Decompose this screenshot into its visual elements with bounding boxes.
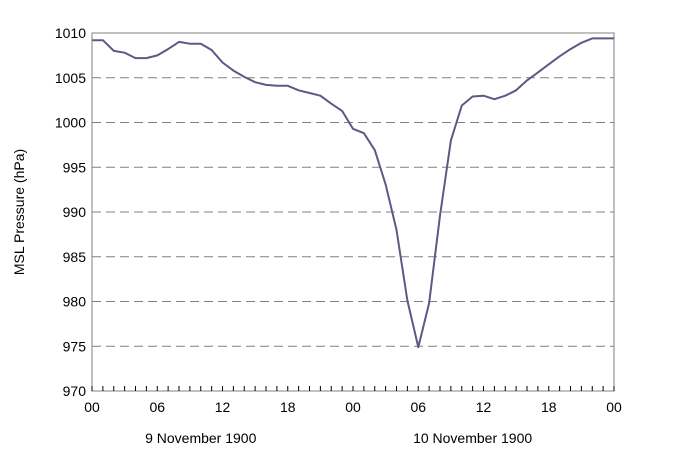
y-tick-label: 990 — [63, 204, 87, 220]
x-tick-label: 12 — [215, 399, 231, 415]
y-tick-label: 1010 — [55, 25, 86, 41]
x-tick-label: 12 — [476, 399, 492, 415]
y-axis-title: MSL Pressure (hPa) — [11, 149, 27, 275]
y-tick-label: 970 — [63, 383, 87, 399]
series-layer — [92, 37, 614, 349]
x-tick-label: 06 — [149, 399, 165, 415]
x-tick-label: 06 — [410, 399, 426, 415]
y-tick-label: 995 — [63, 159, 87, 175]
y-tick-label: 1000 — [55, 115, 86, 131]
date-label: 10 November 1900 — [413, 430, 532, 446]
x-tick-label: 18 — [280, 399, 296, 415]
gridlines — [92, 77, 614, 347]
pressure-series-line — [92, 37, 614, 349]
y-tick-label: 980 — [63, 294, 87, 310]
x-tick-label: 00 — [84, 399, 100, 415]
y-tick-label: 975 — [63, 338, 87, 354]
y-tick-label: 985 — [63, 249, 87, 265]
x-tick-label: 00 — [345, 399, 361, 415]
x-tick-label: 18 — [541, 399, 557, 415]
date-label: 9 November 1900 — [145, 430, 257, 446]
axis-labels: 970 975 980 985 990 995 1000 1005 1010 00 06 12 18 00… — [55, 25, 622, 446]
axis-ticks — [91, 386, 615, 391]
x-tick-label: 00 — [606, 399, 622, 415]
y-tick-label: 1005 — [55, 70, 86, 86]
